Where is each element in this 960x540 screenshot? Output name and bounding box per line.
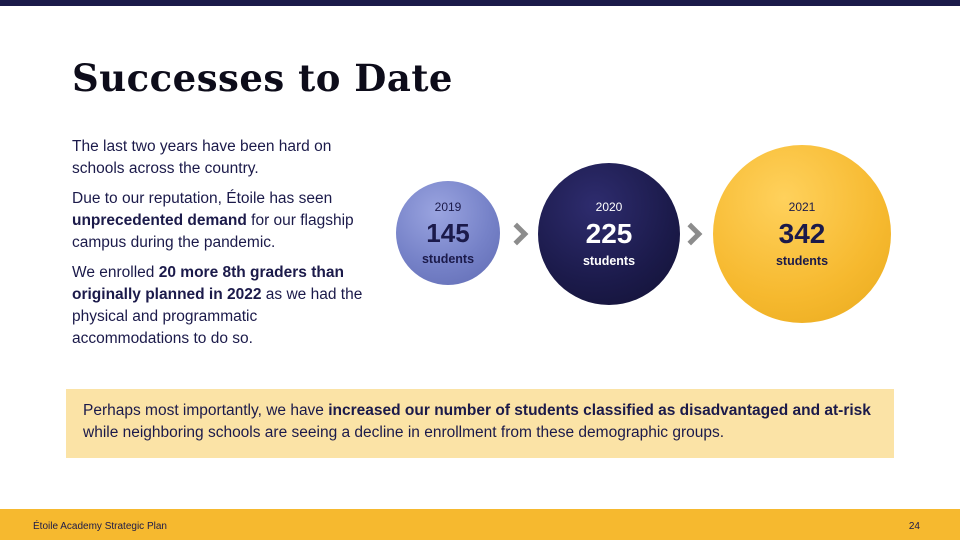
chevron-right-icon — [505, 222, 529, 246]
callout-text: Perhaps most importantly, we have — [83, 402, 329, 419]
enrollment-bubble-2019: 2019 145 students — [396, 181, 500, 285]
bubble-year: 2021 — [788, 200, 816, 214]
body-paragraph-2-text-end: for our flagship campus during the pande… — [72, 212, 354, 251]
body-paragraph-2-text: Due to our reputation, Étoile has seen — [72, 190, 333, 207]
enrollment-bubble-2021: 2021 342 students — [713, 145, 891, 323]
body-paragraph-2-emphasis: unprecedented demand — [72, 212, 247, 229]
body-paragraph-3-text: We enrolled — [72, 264, 159, 281]
body-paragraph-3: We enrolled 20 more 8th graders than ori… — [72, 262, 372, 350]
top-accent-bar — [0, 0, 960, 6]
footer-bar: Étoile Academy Strategic Plan 24 — [0, 509, 960, 540]
slide-title: Successes to Date — [72, 56, 453, 100]
body-paragraph-1: The last two years have been hard on sch… — [72, 138, 332, 177]
callout-box: Perhaps most importantly, we have increa… — [66, 389, 894, 458]
footer-title: Étoile Academy Strategic Plan — [33, 521, 167, 532]
body-text: The last two years have been hard on sch… — [72, 136, 372, 358]
bubble-count: 225 — [585, 218, 633, 249]
body-paragraph-3-emphasis: 20 more 8th graders than originally plan… — [72, 264, 344, 303]
bubble-unit: students — [421, 252, 475, 266]
callout-text-end: while neighboring schools are seeing a d… — [83, 424, 725, 441]
bubble-count: 342 — [778, 218, 826, 249]
bubble-unit: students — [582, 254, 636, 268]
body-paragraph-2: Due to our reputation, Étoile has seen u… — [72, 188, 372, 254]
bubble-year: 2020 — [595, 200, 623, 214]
callout-emphasis: increased our number of students classif… — [328, 402, 871, 419]
body-paragraph-3-text-end: as we had the physical and programmatic … — [72, 286, 363, 347]
page-number: 24 — [908, 521, 920, 532]
bubble-unit: students — [775, 254, 829, 268]
enrollment-bubble-2020: 2020 225 students — [538, 163, 680, 305]
bubble-count: 145 — [426, 218, 470, 248]
chevron-right-icon — [679, 222, 703, 246]
bubble-year: 2019 — [434, 200, 462, 214]
